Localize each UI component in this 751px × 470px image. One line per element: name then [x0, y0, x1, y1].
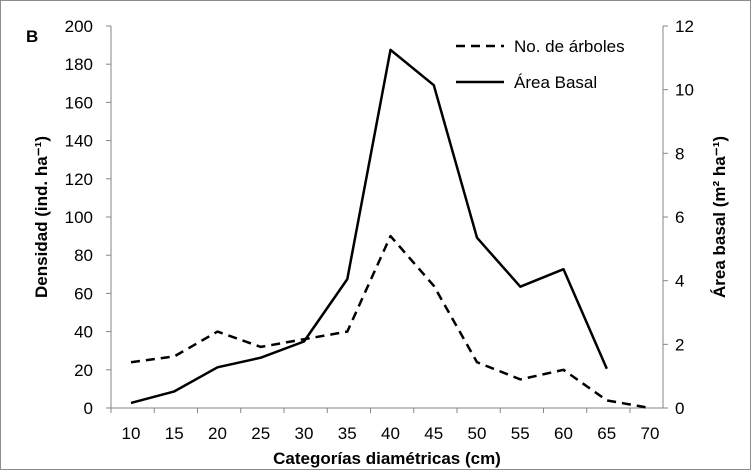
- x-tick-label: 15: [165, 424, 184, 443]
- y-left-tick-label: 160: [65, 93, 93, 112]
- y-left-tick-label: 40: [74, 323, 93, 342]
- x-tick-label: 10: [122, 424, 141, 443]
- y-right-tick-label: 0: [675, 399, 684, 418]
- x-tick-label: 20: [208, 424, 227, 443]
- x-tick-label: 25: [251, 424, 270, 443]
- y-left-tick-label: 60: [74, 284, 93, 303]
- y-left-tick-label: 80: [74, 246, 93, 265]
- legend-label-trees: No. de árboles: [514, 37, 625, 56]
- x-tick-label: 50: [468, 424, 487, 443]
- legend-label-basal-area: Área Basal: [514, 73, 597, 92]
- y-right-tick-label: 6: [675, 208, 684, 227]
- y-left-tick-label: 140: [65, 132, 93, 151]
- panel-label: B: [26, 27, 38, 46]
- y-left-tick-label: 200: [65, 17, 93, 36]
- legend: No. de árboles Área Basal: [456, 37, 625, 92]
- y-right-tick-label: 12: [675, 17, 694, 36]
- y-left-tick-label: 100: [65, 208, 93, 227]
- y-right-tick-label: 4: [675, 272, 684, 291]
- x-tick-label: 70: [641, 424, 660, 443]
- y-right-tick-label: 2: [675, 335, 684, 354]
- x-tick-label: 45: [424, 424, 443, 443]
- x-tick-label: 40: [381, 424, 400, 443]
- y-left-tick-label: 20: [74, 361, 93, 380]
- x-tick-label: 35: [338, 424, 357, 443]
- x-axis-title: Categorías diamétricas (cm): [273, 449, 501, 468]
- y-left-tick-label: 120: [65, 170, 93, 189]
- y-left-tick-label: 180: [65, 55, 93, 74]
- y-right-tick-label: 8: [675, 144, 684, 163]
- series-line-trees: [130, 234, 651, 410]
- x-tick-label: 65: [597, 424, 616, 443]
- x-tick-label: 55: [511, 424, 530, 443]
- y-right-tick-label: 10: [675, 81, 694, 100]
- y-axis-left-title: Densidad (ind. ha⁻¹): [32, 136, 51, 298]
- series-layer: [130, 48, 651, 410]
- y-axis-right-title: Área basal (m² ha⁻¹): [710, 136, 729, 298]
- x-tick-label: 60: [554, 424, 573, 443]
- x-tick-label: 30: [295, 424, 314, 443]
- y-left-tick-label: 0: [84, 399, 93, 418]
- series-line-basal-area: [130, 48, 608, 405]
- axes: 0 20 40 60 80 100 120 140 160 180 200 0 2 4 6 8 10 12 10 15…: [65, 17, 694, 443]
